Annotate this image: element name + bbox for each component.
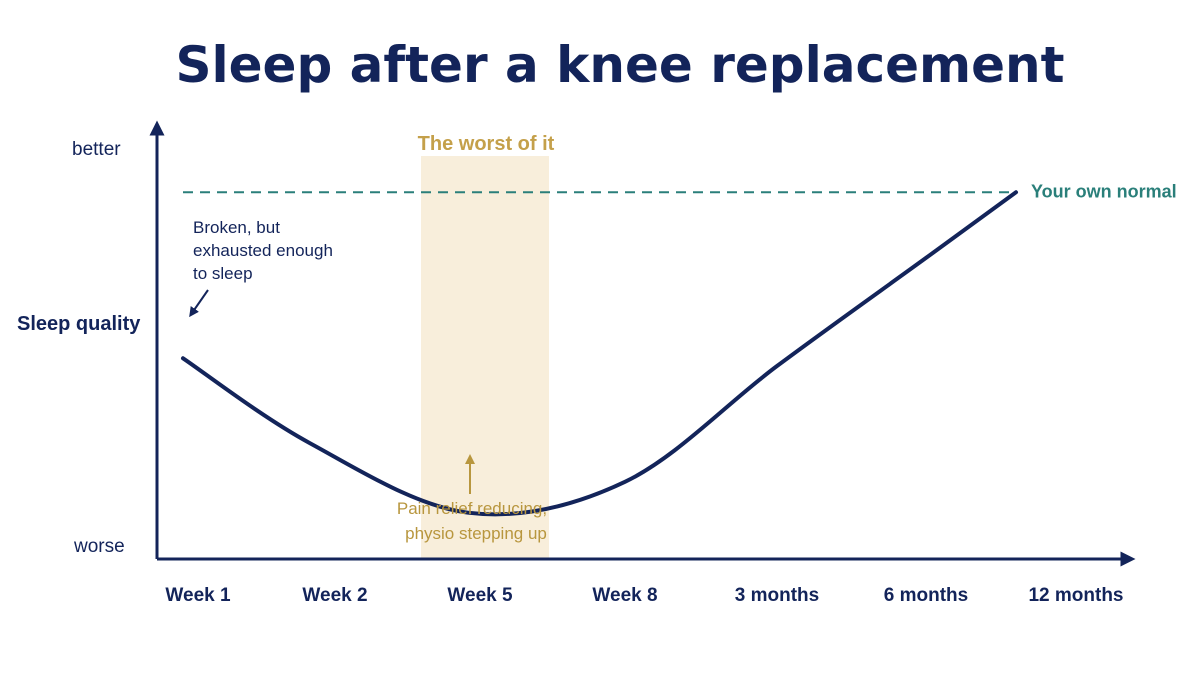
sleep-quality-line [181, 190, 1018, 517]
x-tick-label: 6 months [884, 585, 968, 606]
x-tick-label: Week 2 [302, 585, 367, 606]
annotation-week5-line-2: physio stepping up [405, 524, 547, 543]
annotation-week5-line-1: Pain relief reducing, [397, 499, 547, 518]
annotation-week5: Pain relief reducing, physio stepping up [397, 454, 547, 543]
annotation-week1-arrow [189, 289, 209, 318]
x-tick-label: Week 1 [165, 585, 231, 606]
y-bottom-label: worse [73, 536, 125, 557]
chart-title: Sleep after a knee replacement [175, 36, 1064, 94]
x-tick-label: 3 months [735, 585, 819, 606]
worst-period-band [421, 156, 549, 560]
band-label: The worst of it [418, 133, 555, 155]
annotation-week1: Broken, but exhausted enough to sleep [189, 218, 333, 318]
y-top-label: better [72, 139, 121, 160]
annotation-week1-line-1: Broken, but [193, 218, 280, 237]
x-tick-label: 12 months [1028, 585, 1123, 606]
x-tick-labels: Week 1 Week 2 Week 5 Week 8 3 months 6 months… [165, 585, 1123, 606]
annotation-week1-line-2: exhausted enough [193, 241, 333, 260]
y-axis-label: Sleep quality [17, 313, 141, 335]
own-normal-label: Your own normal [1031, 181, 1177, 201]
x-tick-label: Week 5 [447, 585, 513, 606]
x-tick-label: Week 8 [592, 585, 657, 606]
annotation-week1-line-3: to sleep [193, 264, 253, 283]
